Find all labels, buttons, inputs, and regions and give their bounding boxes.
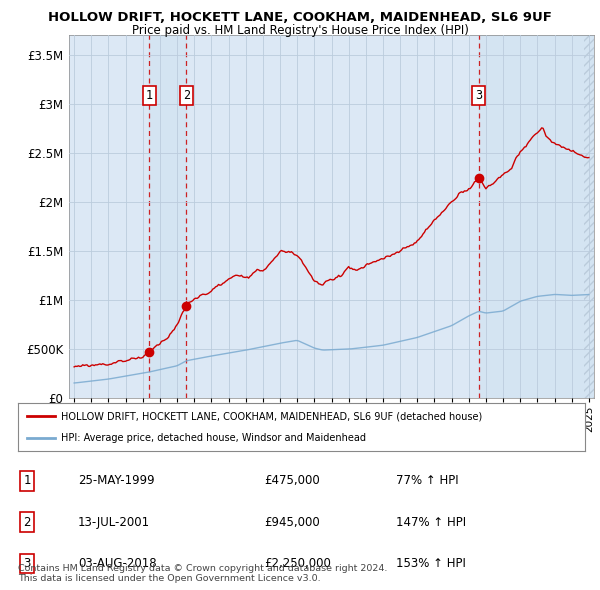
- Text: 13-JUL-2001: 13-JUL-2001: [78, 516, 150, 529]
- Text: 1: 1: [146, 88, 153, 101]
- Text: 3: 3: [23, 557, 31, 570]
- Bar: [149, 35, 187, 398]
- Text: HOLLOW DRIFT, HOCKETT LANE, COOKHAM, MAIDENHEAD, SL6 9UF (detached house): HOLLOW DRIFT, HOCKETT LANE, COOKHAM, MAI…: [61, 411, 482, 421]
- Bar: [584, 35, 594, 398]
- Text: 1: 1: [23, 474, 31, 487]
- Text: Contains HM Land Registry data © Crown copyright and database right 2024.
This d: Contains HM Land Registry data © Crown c…: [18, 563, 388, 583]
- Text: Price paid vs. HM Land Registry's House Price Index (HPI): Price paid vs. HM Land Registry's House …: [131, 24, 469, 37]
- Bar: [584, 35, 594, 398]
- Text: 153% ↑ HPI: 153% ↑ HPI: [396, 557, 466, 570]
- Text: 25-MAY-1999: 25-MAY-1999: [78, 474, 155, 487]
- Text: HPI: Average price, detached house, Windsor and Maidenhead: HPI: Average price, detached house, Wind…: [61, 433, 365, 443]
- Text: 147% ↑ HPI: 147% ↑ HPI: [396, 516, 466, 529]
- Text: 2: 2: [23, 516, 31, 529]
- Text: £945,000: £945,000: [264, 516, 320, 529]
- Text: £475,000: £475,000: [264, 474, 320, 487]
- Text: HOLLOW DRIFT, HOCKETT LANE, COOKHAM, MAIDENHEAD, SL6 9UF: HOLLOW DRIFT, HOCKETT LANE, COOKHAM, MAI…: [48, 11, 552, 24]
- Text: 77% ↑ HPI: 77% ↑ HPI: [396, 474, 458, 487]
- Text: £2,250,000: £2,250,000: [264, 557, 331, 570]
- Text: 3: 3: [475, 88, 482, 101]
- Text: 03-AUG-2018: 03-AUG-2018: [78, 557, 157, 570]
- Bar: [479, 35, 594, 398]
- Text: 2: 2: [183, 88, 190, 101]
